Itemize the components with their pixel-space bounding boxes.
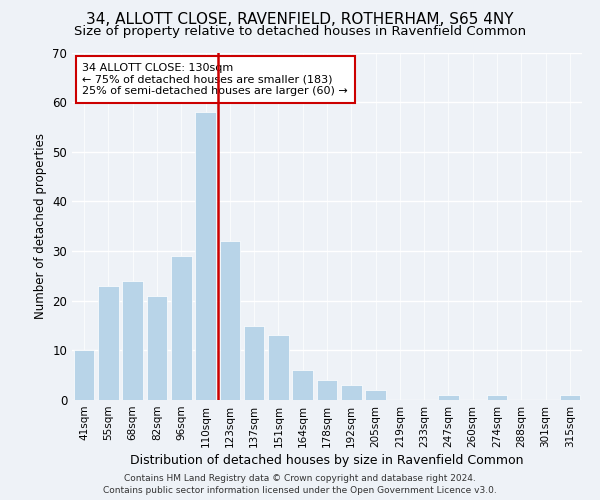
Bar	[487, 395, 508, 400]
Bar	[220, 241, 240, 400]
Bar	[74, 350, 94, 400]
Bar	[292, 370, 313, 400]
Bar	[341, 385, 362, 400]
Bar	[98, 286, 119, 400]
Text: 34 ALLOTT CLOSE: 130sqm
← 75% of detached houses are smaller (183)
25% of semi-d: 34 ALLOTT CLOSE: 130sqm ← 75% of detache…	[82, 63, 348, 96]
Y-axis label: Number of detached properties: Number of detached properties	[34, 133, 47, 320]
Bar	[171, 256, 191, 400]
Bar	[560, 395, 580, 400]
Text: Contains HM Land Registry data © Crown copyright and database right 2024.
Contai: Contains HM Land Registry data © Crown c…	[103, 474, 497, 495]
Bar	[438, 395, 459, 400]
Bar	[195, 112, 216, 400]
Bar	[365, 390, 386, 400]
Bar	[244, 326, 265, 400]
Bar	[146, 296, 167, 400]
Bar	[317, 380, 337, 400]
X-axis label: Distribution of detached houses by size in Ravenfield Common: Distribution of detached houses by size …	[130, 454, 524, 467]
Text: 34, ALLOTT CLOSE, RAVENFIELD, ROTHERHAM, S65 4NY: 34, ALLOTT CLOSE, RAVENFIELD, ROTHERHAM,…	[86, 12, 514, 28]
Text: Size of property relative to detached houses in Ravenfield Common: Size of property relative to detached ho…	[74, 25, 526, 38]
Bar	[268, 336, 289, 400]
Bar	[122, 281, 143, 400]
